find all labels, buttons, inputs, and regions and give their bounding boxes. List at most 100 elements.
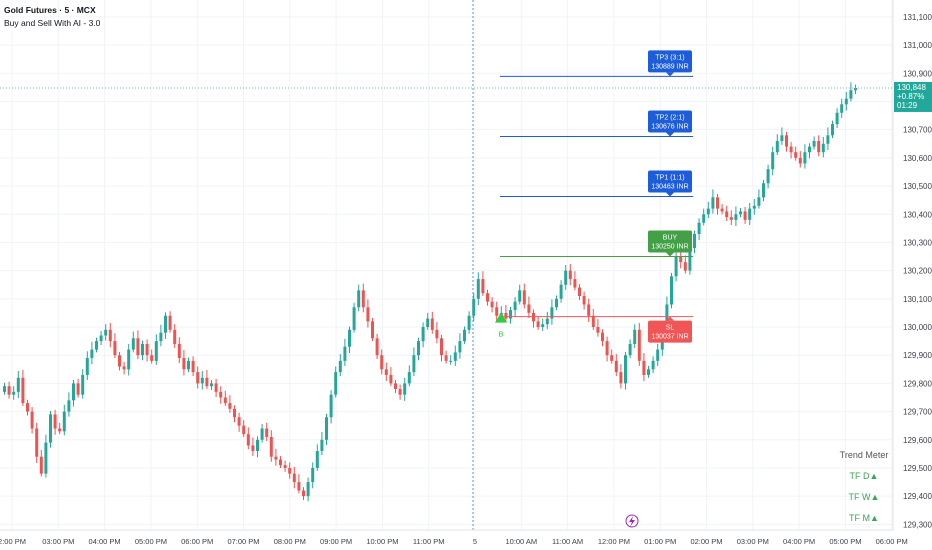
candle: [297, 474, 301, 494]
candle-body: [720, 208, 724, 212]
candle-body: [118, 355, 121, 367]
candle-body: [679, 256, 683, 263]
candle-body: [426, 318, 430, 328]
buy-label[interactable]: BUY 130250 INR: [648, 230, 692, 257]
candle-body: [840, 104, 844, 113]
price-tick-label: 131,000: [903, 41, 932, 50]
candle: [550, 299, 554, 325]
candle: [647, 365, 650, 378]
candle-body: [748, 208, 752, 220]
candle: [389, 367, 393, 387]
candle: [39, 449, 43, 477]
candle-body: [279, 459, 282, 466]
tp3-label[interactable]: TP3 (3:1) 130889 INR: [648, 50, 692, 77]
candle-body: [541, 324, 545, 328]
candle-body: [789, 146, 793, 153]
time-axis[interactable]: 2:00 PM 03:00 PM 04:00 PM 05:00 PM 06:00 PM 0…: [0, 529, 908, 546]
candle-body: [357, 290, 361, 308]
candle-body: [697, 222, 701, 234]
candle-body: [564, 270, 568, 285]
time-tick-label: 03:00 PM: [42, 537, 74, 546]
candle: [292, 466, 296, 489]
candle-body: [53, 414, 57, 429]
symbol-title[interactable]: Gold Futures · 5 · MCX: [4, 5, 96, 15]
candle-body: [7, 386, 11, 395]
candle-body: [26, 403, 29, 412]
candle: [417, 337, 420, 361]
candle-body: [352, 307, 356, 330]
candle-body: [775, 140, 779, 153]
candle: [628, 339, 632, 359]
candle: [394, 380, 397, 393]
candle: [205, 369, 209, 390]
candle-body: [44, 442, 48, 474]
tp2-label-price: 130676 INR: [651, 123, 688, 130]
candle: [453, 345, 457, 366]
candle: [334, 366, 338, 398]
candle-body: [141, 343, 144, 356]
tp1-label[interactable]: TP1 (1:1) 130463 INR: [648, 170, 692, 197]
candle-body: [486, 293, 489, 302]
indicator-name[interactable]: Buy and Sell With AI - 3.0: [4, 18, 101, 28]
candle: [168, 311, 172, 333]
candle: [854, 84, 857, 95]
candle: [490, 297, 494, 313]
candle: [279, 456, 282, 468]
candle-body: [159, 332, 163, 342]
candle-body: [297, 482, 301, 491]
candle-body: [453, 352, 457, 361]
candle-body: [104, 329, 108, 336]
candle-body: [99, 335, 103, 342]
tp1-label-title: TP1 (1:1): [655, 174, 684, 181]
price-axis[interactable]: 131,100131,000130,900130,800130,700130,6…: [892, 0, 932, 530]
candle: [306, 477, 310, 502]
time-tick-label: 04:00 PM: [89, 537, 121, 546]
lightning-icon-bolt: [629, 516, 635, 527]
candle-body: [808, 146, 811, 153]
candle-body: [302, 490, 305, 497]
candle: [725, 205, 729, 222]
candle-body: [113, 341, 117, 356]
bar-countdown: 01:29: [897, 101, 918, 110]
candle-body: [407, 372, 411, 384]
chart-grid: [0, 0, 893, 530]
candle-body: [601, 332, 604, 342]
candle: [605, 336, 609, 362]
candle: [288, 462, 292, 479]
candle: [210, 380, 213, 391]
time-tick-label: 02:00 PM: [690, 537, 722, 546]
candle-body: [812, 140, 816, 147]
candle: [697, 218, 701, 241]
candle-body: [49, 414, 52, 443]
candle: [624, 351, 627, 390]
candle-body: [844, 98, 848, 105]
current-price-tag-bg: [894, 81, 932, 112]
candle: [481, 271, 485, 297]
candle-body: [670, 276, 673, 305]
candle-body: [187, 360, 190, 370]
candle: [504, 305, 508, 323]
candle-body: [177, 343, 181, 359]
candle-body: [757, 197, 761, 206]
candle: [720, 204, 724, 215]
candle: [430, 311, 434, 334]
tp2-label[interactable]: TP2 (2:1) 130676 INR: [648, 110, 692, 137]
time-tick-label: 11:00 PM: [413, 537, 445, 546]
candle: [127, 343, 131, 376]
candle: [104, 324, 108, 341]
candle: [311, 462, 315, 489]
candle-body: [536, 321, 540, 328]
candle: [564, 265, 568, 290]
candle: [752, 199, 756, 215]
lightning-icon[interactable]: [625, 514, 639, 528]
candle-body: [210, 383, 213, 387]
sl-label[interactable]: SL 130037 INR: [648, 316, 692, 343]
candle: [739, 208, 742, 218]
candle-body: [568, 270, 572, 280]
candle: [44, 434, 48, 478]
candle-body: [614, 360, 618, 373]
candle: [403, 377, 407, 401]
candle-body: [849, 90, 853, 99]
time-tick-label: 5: [473, 537, 477, 546]
